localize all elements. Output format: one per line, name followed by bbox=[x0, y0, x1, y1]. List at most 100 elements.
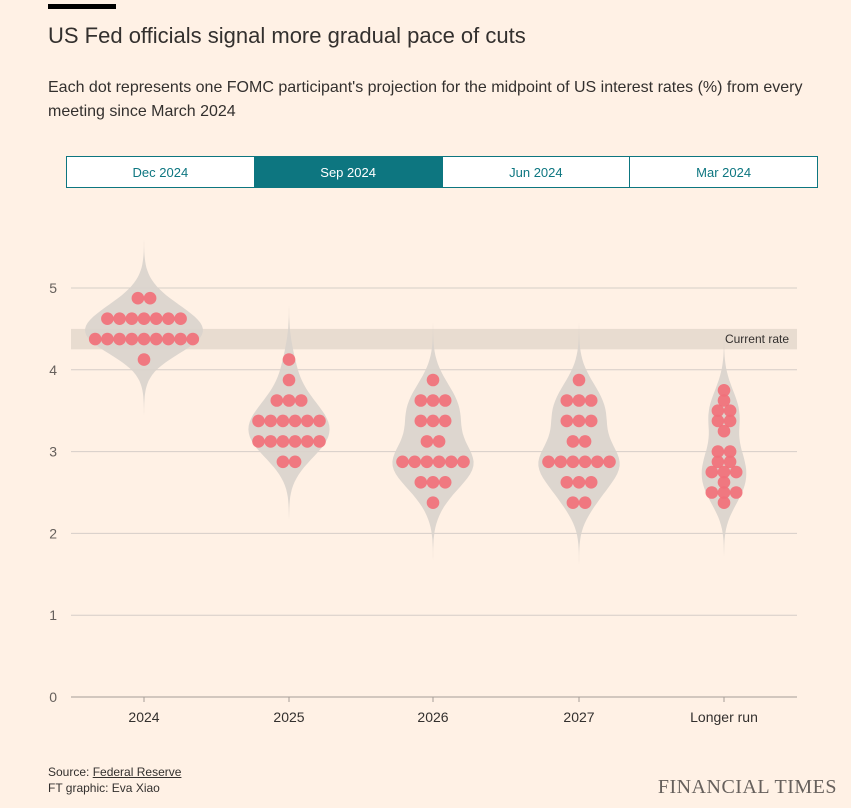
dot-longer-run bbox=[711, 445, 725, 458]
dot-longer-run bbox=[717, 476, 731, 489]
dot-2024 bbox=[137, 353, 151, 366]
dot-longer-run bbox=[705, 465, 719, 479]
dot-2025 bbox=[264, 414, 278, 428]
dot-longer-run bbox=[717, 465, 731, 479]
dot-2026 bbox=[457, 455, 470, 469]
dot-longer-run bbox=[717, 424, 731, 438]
dot-2026 bbox=[438, 414, 452, 428]
dot-2024 bbox=[162, 312, 175, 325]
dot-2027 bbox=[572, 414, 586, 428]
dot-2024 bbox=[101, 312, 114, 325]
dot-2027 bbox=[566, 435, 580, 448]
dot-2026 bbox=[426, 414, 440, 428]
dot-2024 bbox=[174, 312, 187, 325]
dot-2027 bbox=[566, 496, 580, 510]
dot-2027 bbox=[560, 394, 574, 407]
dot-2024 bbox=[113, 312, 126, 325]
dot-2025 bbox=[282, 353, 296, 366]
y-tick-label-2: 2 bbox=[49, 525, 57, 541]
x-tick-label-3: 2027 bbox=[563, 709, 594, 725]
graphic-credit: FT graphic: Eva Xiao bbox=[48, 781, 160, 795]
dot-2024 bbox=[162, 332, 175, 346]
dot-longer-run bbox=[711, 404, 725, 417]
tab-dec-2024[interactable]: Dec 2024 bbox=[67, 157, 255, 187]
dot-longer-run bbox=[705, 486, 719, 499]
dot-2027 bbox=[591, 455, 604, 469]
top-accent-bar bbox=[48, 4, 116, 9]
dot-2027 bbox=[572, 476, 586, 489]
dot-2027 bbox=[578, 496, 592, 510]
dot-2026 bbox=[414, 394, 428, 407]
dot-2027 bbox=[554, 455, 567, 469]
dot-longer-run bbox=[711, 414, 725, 428]
dot-longer-run bbox=[717, 496, 731, 510]
dot-2024 bbox=[186, 332, 200, 346]
y-tick-label-4: 4 bbox=[49, 362, 57, 378]
tab-mar-2024[interactable]: Mar 2024 bbox=[630, 157, 817, 187]
page-title: US Fed officials signal more gradual pac… bbox=[48, 23, 526, 48]
dot-2025 bbox=[276, 435, 290, 448]
dot-2024 bbox=[131, 291, 145, 305]
dot-2027 bbox=[578, 435, 592, 448]
dot-2024 bbox=[125, 312, 139, 325]
dot-2025 bbox=[313, 414, 326, 428]
violin-2025 bbox=[248, 298, 330, 524]
dot-2025 bbox=[252, 435, 265, 448]
dot-2026 bbox=[438, 394, 452, 407]
dot-2025 bbox=[301, 414, 314, 428]
dot-2027 bbox=[560, 476, 574, 489]
dot-2027 bbox=[584, 394, 598, 407]
dot-2026 bbox=[445, 455, 458, 469]
dot-longer-run bbox=[729, 486, 743, 499]
dot-longer-run bbox=[723, 404, 737, 417]
dot-2026 bbox=[420, 435, 434, 448]
dot-2027 bbox=[584, 476, 598, 489]
x-tick-label-2: 2026 bbox=[417, 709, 448, 725]
dot-2025 bbox=[282, 394, 296, 407]
dot-2026 bbox=[426, 496, 440, 510]
dot-2024 bbox=[137, 312, 151, 325]
dot-2027 bbox=[572, 394, 586, 407]
dot-2024 bbox=[88, 332, 102, 346]
dot-longer-run bbox=[711, 455, 725, 469]
dot-longer-run bbox=[729, 465, 743, 479]
y-tick-label-3: 3 bbox=[49, 444, 57, 460]
dot-2025 bbox=[270, 394, 284, 407]
dot-2025 bbox=[288, 414, 302, 428]
dot-2024 bbox=[113, 332, 126, 346]
dot-2025 bbox=[313, 435, 326, 448]
dot-2027 bbox=[542, 455, 555, 469]
source-prefix: Source: bbox=[48, 765, 93, 779]
dot-plot-chart: 0 1 2 3 4 5 Current rate 2024 2025 2026 2027 Longer… bbox=[49, 236, 797, 725]
current-rate-label: Current rate bbox=[725, 332, 789, 346]
tab-sep-2024[interactable]: Sep 2024 bbox=[254, 157, 443, 187]
dot-2025 bbox=[301, 435, 314, 448]
dot-2024 bbox=[149, 312, 163, 325]
source-link[interactable]: Federal Reserve bbox=[92, 765, 182, 779]
current-rate-band bbox=[71, 328, 797, 350]
dot-2026 bbox=[426, 394, 440, 407]
dot-2026 bbox=[426, 373, 440, 387]
dot-longer-run bbox=[723, 455, 737, 469]
page-subtitle: Each dot represents one FOMC participant… bbox=[48, 79, 803, 120]
ft-logo: FINANCIAL TIMES bbox=[657, 776, 837, 798]
source-note: Source: Federal Reserve FT graphic: Eva … bbox=[48, 764, 181, 796]
dot-2025 bbox=[288, 435, 302, 448]
dot-2027 bbox=[572, 373, 586, 387]
dot-2026 bbox=[438, 476, 452, 489]
dot-2025 bbox=[294, 394, 308, 407]
meeting-tabs: Dec 2024 Sep 2024 Jun 2024 Mar 2024 bbox=[66, 156, 818, 188]
violin-longer-run bbox=[701, 328, 747, 565]
dot-2026 bbox=[414, 476, 428, 489]
x-tick-label-1: 2025 bbox=[273, 709, 304, 725]
dot-2026 bbox=[414, 414, 428, 428]
dot-2024 bbox=[101, 332, 114, 346]
dot-2027 bbox=[603, 455, 616, 469]
dot-2027 bbox=[578, 455, 592, 469]
dot-2024 bbox=[143, 291, 157, 305]
tab-jun-2024[interactable]: Jun 2024 bbox=[442, 157, 631, 187]
dot-2025 bbox=[276, 414, 290, 428]
violin-2024 bbox=[85, 236, 203, 421]
dot-2026 bbox=[420, 455, 434, 469]
dot-2025 bbox=[276, 455, 290, 469]
